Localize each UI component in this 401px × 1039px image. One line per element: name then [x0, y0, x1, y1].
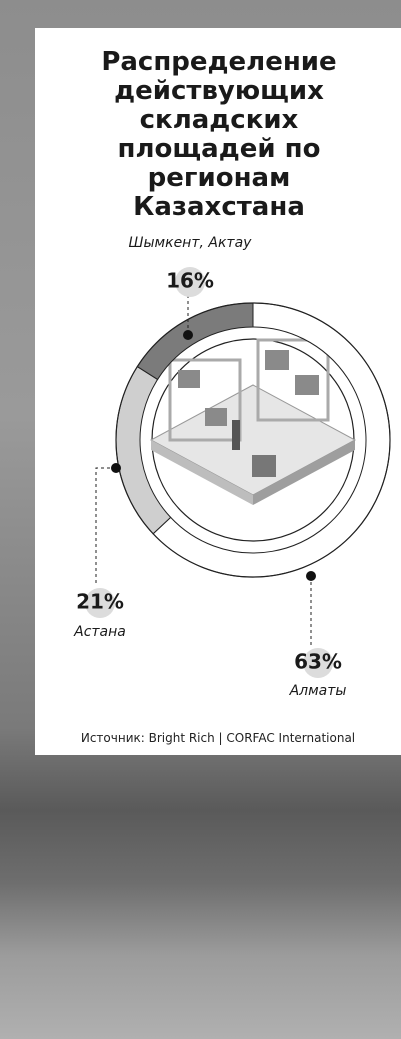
category-label: Шымкент, Актау [129, 235, 253, 251]
leader [95, 467, 116, 585]
data-label: 21% [76, 590, 124, 614]
category-label: Алматы [289, 683, 347, 699]
illustration [149, 338, 357, 505]
label-bg [175, 267, 205, 297]
outer-circle [115, 302, 391, 578]
dot [111, 463, 121, 473]
source: Источник: Bright Rich | CORFAC Internati… [80, 731, 356, 745]
label-bg [303, 648, 333, 678]
label-bg [85, 588, 115, 618]
category-label: Астана [73, 624, 126, 640]
data-label: 63% [294, 650, 342, 674]
chart-title: Распределение действующих складских площ… [101, 47, 337, 222]
dot [306, 571, 316, 581]
data-label: 16% [166, 269, 214, 293]
dot [183, 330, 193, 340]
